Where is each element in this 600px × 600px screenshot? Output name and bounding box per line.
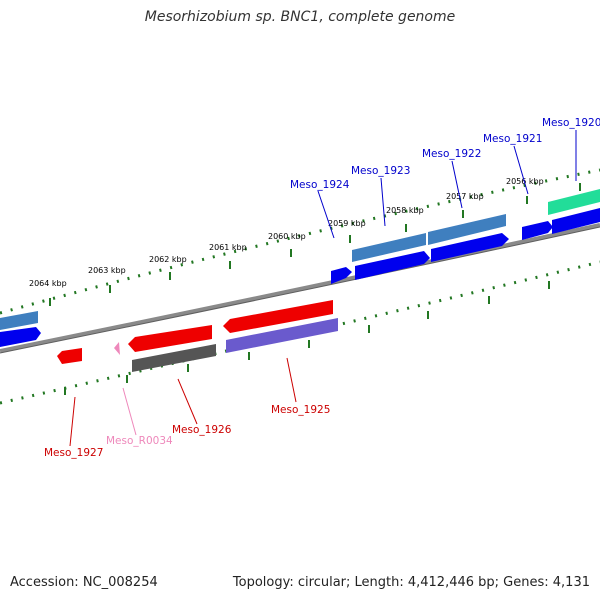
ruler-label-2061: 2061 kbp: [209, 243, 247, 252]
gene-label-meso1920: Meso_1920: [542, 117, 600, 129]
inner-ruler-ticks: [0, 260, 600, 405]
gene-meso1924-cds: [331, 267, 352, 284]
gene-label-meso1926: Meso_1926: [172, 424, 232, 436]
gene-label-meso1927: Meso_1927: [44, 447, 103, 459]
gene-label-meso-r0034: Meso_R0034: [106, 435, 173, 447]
forward-strand-features: [0, 189, 600, 347]
reverse-strand-features: [57, 300, 338, 372]
gene-label-meso1925: Meso_1925: [271, 404, 330, 416]
gene-meso1926-shadow: [132, 344, 216, 372]
ruler-label-2060: 2060 kbp: [268, 232, 306, 241]
ruler-label-2063: 2063 kbp: [88, 266, 126, 275]
gene-left-cds: [0, 327, 41, 347]
gene-meso1923-shadow: [352, 233, 426, 262]
gene-meso1920-teal: [548, 189, 600, 215]
outer-ruler-ticks: [0, 168, 600, 315]
gene-label-meso1924: Meso_1924: [290, 179, 350, 191]
gene-meso1927-cds: [57, 348, 82, 364]
accession-text: Accession: NC_008254: [10, 575, 158, 590]
genome-backbone: [0, 223, 600, 353]
gene-left-shadow: [0, 311, 38, 330]
ruler-label-2057: 2057 kbp: [446, 192, 484, 201]
topology-text: Topology: circular; Length: 4,412,446 bp…: [232, 575, 590, 590]
label-leaders: [69, 130, 577, 447]
gene-meso1921-cds: [522, 221, 553, 240]
gene-meso1922-cds: [431, 233, 509, 262]
gene-meso1923-cds: [355, 251, 430, 280]
ruler-label-2059: 2059 kbp: [328, 219, 366, 228]
gene-label-meso1923: Meso_1923: [351, 165, 410, 177]
ruler-label-2064: 2064 kbp: [29, 279, 67, 288]
inner-major-ticks: [64, 281, 550, 395]
gene-label-meso1921: Meso_1921: [483, 133, 542, 145]
ruler-label-2058: 2058 kbp: [386, 206, 424, 215]
outer-major-ticks: [49, 183, 581, 306]
gene-meso1926-cds: [128, 325, 212, 352]
gene-meso1922-shadow: [428, 214, 506, 245]
gene-label-meso1922: Meso_1922: [422, 148, 481, 160]
gene-right-cds: [552, 208, 600, 234]
map-title: Mesorhizobium sp. BNC1, complete genome: [144, 9, 456, 25]
ruler-label-2062: 2062 kbp: [149, 255, 187, 264]
gene-meso1925-shadow: [226, 318, 338, 353]
gene-meso-r0034-rrna: [114, 342, 120, 355]
gene-meso1925-cds: [223, 300, 333, 333]
